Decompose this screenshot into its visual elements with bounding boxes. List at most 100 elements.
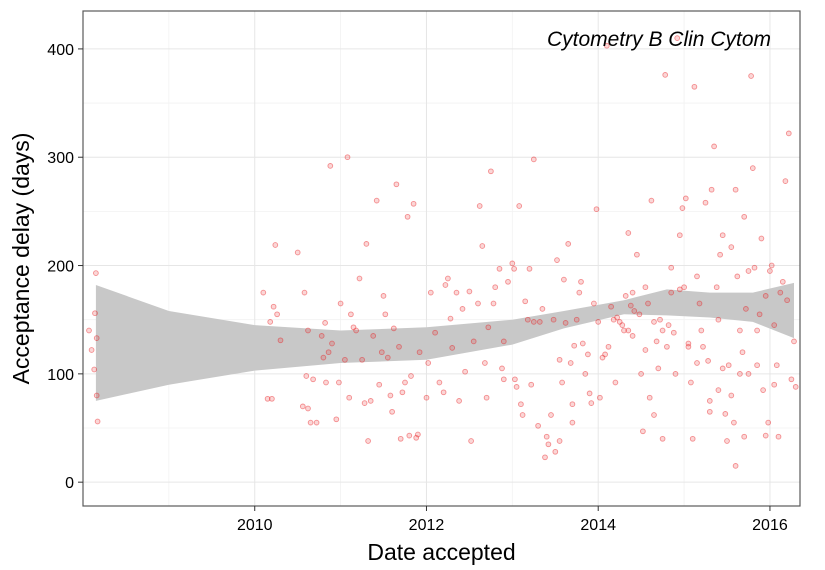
data-point: [676, 286, 683, 293]
data-point: [488, 168, 494, 175]
data-point: [528, 381, 535, 388]
data-point: [447, 315, 454, 322]
data-point: [642, 284, 649, 291]
data-point: [303, 373, 310, 379]
data-point: [784, 297, 790, 304]
data-point: [459, 306, 466, 312]
data-point: [685, 340, 692, 347]
data-point: [629, 289, 636, 296]
data-point: [640, 428, 646, 435]
data-point: [642, 347, 649, 353]
data-point: [773, 362, 780, 369]
data-point: [792, 384, 799, 390]
data-point: [737, 327, 743, 334]
data-point: [579, 340, 586, 347]
data-point: [294, 249, 301, 256]
data-point: [94, 418, 101, 425]
data-point: [516, 203, 523, 209]
data-point: [599, 354, 606, 361]
data-point: [562, 320, 569, 326]
data-point: [260, 289, 267, 296]
data-point: [406, 432, 413, 439]
data-point: [625, 327, 632, 334]
data-point: [519, 412, 526, 418]
data-point: [674, 35, 681, 41]
data-point: [706, 398, 713, 404]
data-point: [490, 300, 497, 307]
data-point: [542, 454, 548, 461]
data-point: [602, 351, 608, 358]
data-point: [782, 178, 789, 184]
y-tick-label: 300: [47, 150, 74, 167]
data-point: [676, 232, 683, 239]
data-point: [651, 319, 657, 325]
data-point: [432, 329, 438, 336]
smooth-confidence-band: [95, 282, 794, 401]
data-point: [567, 360, 574, 366]
data-point: [344, 154, 351, 161]
data-point: [636, 311, 643, 318]
data-point: [681, 284, 687, 291]
data-point: [578, 278, 584, 285]
data-point: [668, 289, 675, 296]
y-tick-label: 0: [65, 475, 74, 492]
data-point: [565, 241, 572, 247]
x-tick-label: 2010: [237, 517, 273, 534]
data-point: [323, 379, 329, 386]
data-point: [500, 376, 507, 383]
data-point: [724, 438, 730, 444]
data-point: [350, 324, 357, 331]
data-point: [466, 288, 473, 295]
data-point: [361, 400, 368, 406]
journal-annotation: Cytometry B Clin Cytom: [547, 28, 771, 51]
data-point: [387, 392, 394, 399]
data-point: [384, 354, 391, 361]
data-point: [713, 284, 720, 291]
data-point: [318, 333, 325, 339]
data-point: [402, 379, 408, 386]
data-point: [485, 324, 492, 331]
data-point: [569, 401, 576, 408]
data-point: [556, 438, 563, 444]
y-tick-label: 100: [47, 367, 74, 384]
data-point: [616, 319, 623, 325]
data-point: [313, 419, 320, 426]
data-point: [739, 349, 746, 356]
data-point: [413, 434, 420, 441]
data-point: [775, 433, 782, 440]
data-point: [634, 251, 640, 258]
data-point: [93, 392, 100, 399]
data-point: [327, 163, 334, 169]
data-point: [518, 401, 524, 408]
data-point: [591, 300, 597, 307]
data-point: [573, 316, 580, 323]
data-point: [670, 329, 677, 336]
data-point: [499, 365, 505, 372]
data-point: [346, 394, 353, 401]
data-point: [353, 327, 359, 334]
data-point: [416, 349, 423, 356]
data-point: [731, 419, 737, 426]
data-point: [86, 327, 92, 334]
data-point: [576, 289, 583, 296]
data-point: [539, 306, 546, 312]
data-point: [768, 262, 775, 269]
data-point: [571, 342, 578, 349]
grid-lines: [83, 11, 800, 506]
data-point: [453, 289, 460, 296]
data-point: [530, 156, 537, 163]
data-point: [476, 203, 483, 209]
data-point: [760, 387, 766, 393]
plot-background: [83, 11, 800, 506]
x-axis-title: Date accepted: [367, 539, 515, 565]
data-point: [741, 433, 748, 440]
data-point: [545, 441, 552, 448]
data-point: [586, 390, 593, 397]
data-point: [427, 289, 434, 296]
data-point: [524, 316, 531, 323]
data-point: [410, 200, 417, 207]
data-point: [748, 73, 754, 79]
data-point: [722, 411, 729, 417]
data-point: [743, 306, 749, 312]
